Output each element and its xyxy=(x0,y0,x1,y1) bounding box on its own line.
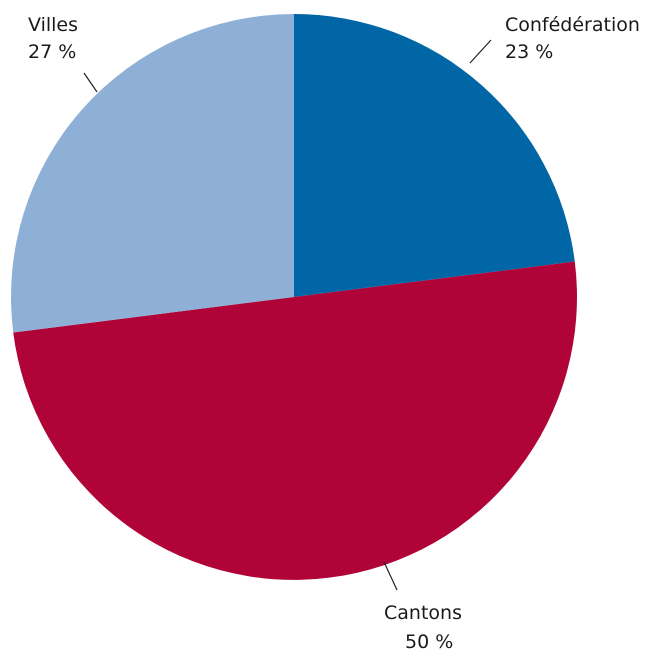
slice-name-label-confederation: Confédération xyxy=(505,14,640,36)
slice-name-label-villes: Villes xyxy=(28,14,78,36)
slice-value-label-confederation: 23 % xyxy=(505,41,553,63)
pie-slice-confederation xyxy=(294,14,575,297)
slice-value-label-villes: 27 % xyxy=(28,41,76,63)
slice-name-label-cantons: Cantons xyxy=(384,602,462,624)
pie-slices xyxy=(10,14,577,580)
slice-value-label-cantons: 50 % xyxy=(405,631,453,653)
leader-line-confederation xyxy=(469,39,492,64)
leader-line-villes xyxy=(83,72,98,93)
pie-slice-villes xyxy=(10,14,295,333)
pie-slice-cantons xyxy=(13,261,577,580)
leader-line-cantons xyxy=(383,561,398,591)
